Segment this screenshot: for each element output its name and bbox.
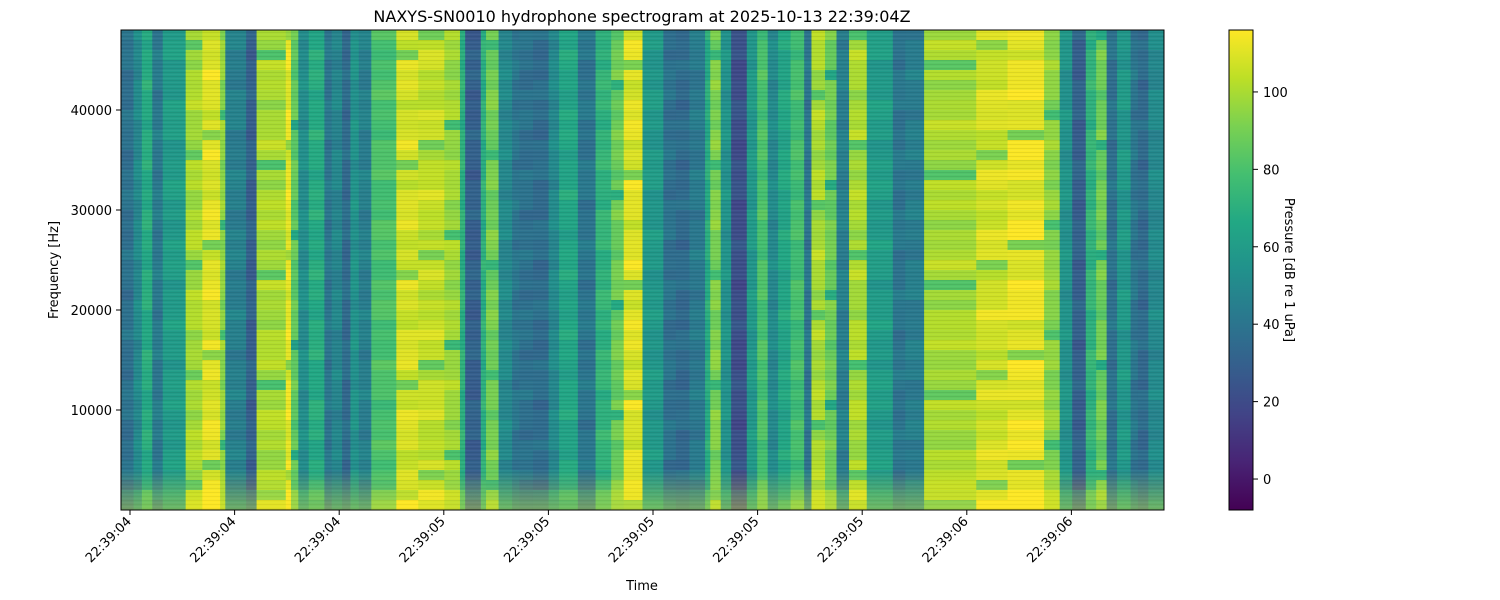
x-axis: 22:39:04 22:39:04 22:39:04 22:39:05 22:39:05… <box>83 510 1076 566</box>
x-tick-label: 22:39:06 <box>920 514 972 566</box>
y-tick-label: 40000 <box>71 104 112 119</box>
y-tick-label: 30000 <box>71 204 112 219</box>
x-tick-label: 22:39:05 <box>397 514 449 566</box>
plot-frame <box>120 29 1165 511</box>
chart-title: NAXYS-SN0010 hydrophone spectrogram at 2… <box>373 7 910 26</box>
x-axis-label: Time <box>625 579 658 594</box>
x-tick-label: 22:39:04 <box>188 514 240 566</box>
x-tick-label: 22:39:06 <box>1024 514 1076 566</box>
colorbar-tick-label: 80 <box>1263 163 1280 178</box>
y-tick-label: 10000 <box>71 404 112 419</box>
spectrogram-texture <box>121 30 1164 510</box>
x-tick-label: 22:39:05 <box>606 514 658 566</box>
y-axis: 10000 20000 30000 40000 <box>71 104 121 419</box>
colorbar-axis: 0 20 40 60 80 100 <box>1253 86 1288 488</box>
y-axis-label: Frequency [Hz] <box>47 221 62 319</box>
colorbar <box>1228 29 1254 511</box>
y-tick-label: 20000 <box>71 304 112 319</box>
colorbar-tick-label: 100 <box>1263 86 1288 101</box>
colorbar-label: Pressure [dB re 1 uPa] <box>1281 198 1296 342</box>
x-tick-label: 22:39:05 <box>815 514 867 566</box>
x-tick-label: 22:39:04 <box>83 514 135 566</box>
x-tick-label: 22:39:04 <box>292 514 344 566</box>
colorbar-tick-label: 60 <box>1263 241 1280 256</box>
colorbar-tick-label: 40 <box>1263 318 1280 333</box>
x-tick-label: 22:39:05 <box>501 514 553 566</box>
colorbar-tick-label: 20 <box>1263 396 1280 411</box>
colorbar-tick-label: 0 <box>1263 473 1271 488</box>
x-tick-label: 22:39:05 <box>711 514 763 566</box>
